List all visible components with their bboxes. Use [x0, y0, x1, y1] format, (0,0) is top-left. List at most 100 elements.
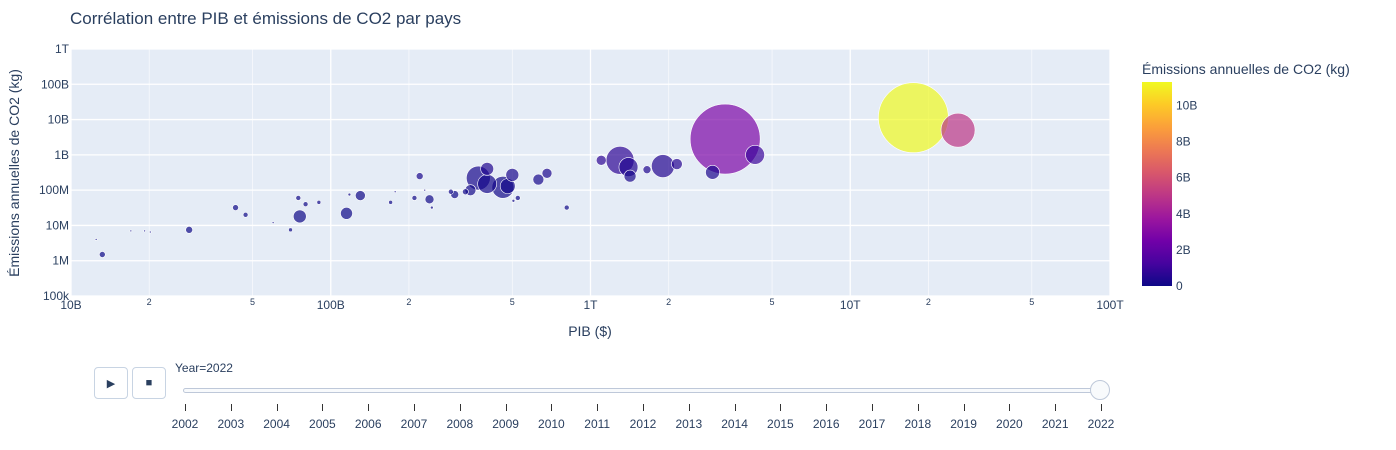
- data-point: [411, 195, 418, 201]
- year-step-2006[interactable]: 2006: [354, 417, 382, 431]
- data-point: [745, 145, 765, 165]
- x-tick-label: 100T: [1096, 298, 1124, 312]
- colorbar-tick-label: 8B: [1176, 135, 1191, 149]
- year-tick-mark: [459, 404, 461, 411]
- slider-current-value: Year=2022: [175, 361, 233, 375]
- data-point: [415, 172, 424, 180]
- x-tick-label: 2: [147, 297, 152, 307]
- x-axis-title: PIB ($): [568, 323, 612, 339]
- year-step-2013[interactable]: 2013: [675, 417, 703, 431]
- data-point: [480, 162, 494, 176]
- year-tick-mark: [872, 404, 873, 411]
- colorbar-gradient: [1142, 82, 1172, 286]
- data-point: [242, 212, 249, 218]
- year-step-2010[interactable]: 2010: [538, 417, 565, 431]
- data-point: [355, 190, 366, 201]
- x-tick-label: 2: [926, 297, 931, 307]
- y-tick-label: 1T: [55, 42, 70, 56]
- data-point: [532, 173, 545, 186]
- colorbar-tick-label: 10B: [1176, 98, 1197, 112]
- year-step-2009[interactable]: 2009: [492, 417, 519, 431]
- data-point: [388, 200, 393, 205]
- data-point: [347, 192, 352, 197]
- year-slider-track[interactable]: [183, 388, 1101, 393]
- colorbar-tick-label: 2B: [1176, 243, 1191, 257]
- x-tick-label: 100B: [317, 298, 345, 312]
- data-point: [642, 165, 652, 174]
- data-point: [292, 209, 307, 224]
- year-step-2003[interactable]: 2003: [217, 417, 245, 431]
- play-button[interactable]: ▶: [94, 367, 128, 399]
- year-step-2017[interactable]: 2017: [858, 417, 886, 431]
- year-tick-mark: [643, 404, 644, 411]
- x-tick-label: 5: [510, 297, 515, 307]
- data-point: [129, 229, 133, 233]
- data-point: [143, 229, 146, 233]
- data-point: [541, 168, 553, 179]
- stop-button[interactable]: ■: [132, 367, 166, 399]
- play-icon: ▶: [106, 377, 116, 390]
- y-tick-label: 10M: [46, 218, 69, 232]
- data-point: [302, 201, 309, 207]
- year-step-2022[interactable]: 2022: [1087, 417, 1115, 431]
- data-point: [940, 112, 976, 148]
- data-point: [671, 158, 683, 170]
- data-point: [623, 169, 637, 183]
- year-step-2019[interactable]: 2019: [950, 417, 977, 431]
- x-tick-label: 2: [406, 297, 411, 307]
- data-point: [149, 230, 152, 234]
- data-point: [185, 226, 193, 234]
- year-step-2021[interactable]: 2021: [1041, 417, 1069, 431]
- year-slider-handle[interactable]: [1090, 380, 1110, 400]
- year-tick-mark: [826, 404, 828, 411]
- x-tick-label: 2: [666, 297, 671, 307]
- data-point: [430, 205, 434, 210]
- x-tick-label: 5: [770, 297, 775, 307]
- year-tick-mark: [505, 404, 507, 411]
- year-tick-mark: [368, 404, 370, 411]
- year-tick-mark: [780, 404, 782, 411]
- year-step-2015[interactable]: 2015: [767, 417, 794, 431]
- stop-icon: ■: [145, 377, 153, 389]
- x-tick-label: 5: [1029, 297, 1034, 307]
- colorbar-title: Émissions annuelles de CO2 (kg): [1142, 61, 1350, 77]
- x-tick-label: 10T: [840, 298, 861, 312]
- year-step-2002[interactable]: 2002: [171, 417, 199, 431]
- colorbar-tick-label: 4B: [1176, 207, 1191, 221]
- data-point: [295, 195, 302, 201]
- year-tick-mark: [917, 404, 919, 411]
- data-point: [651, 154, 675, 178]
- year-tick-mark: [688, 404, 690, 411]
- data-point: [288, 227, 293, 233]
- data-point: [448, 188, 454, 195]
- year-tick-mark: [230, 404, 232, 411]
- year-step-2008[interactable]: 2008: [446, 417, 474, 431]
- year-step-2007[interactable]: 2007: [400, 417, 428, 431]
- year-tick-mark: [185, 404, 186, 411]
- x-tick-label: 1T: [583, 298, 598, 312]
- chart-title: Corrélation entre PIB et émissions de CO…: [70, 9, 462, 28]
- year-step-2011[interactable]: 2011: [584, 417, 611, 431]
- y-tick-label: 100B: [41, 77, 69, 91]
- year-step-2016[interactable]: 2016: [812, 417, 840, 431]
- year-tick-mark: [597, 404, 599, 411]
- data-point: [595, 155, 607, 166]
- year-step-2004[interactable]: 2004: [263, 417, 290, 431]
- year-step-2005[interactable]: 2005: [309, 417, 336, 431]
- y-tick-label: 1M: [52, 254, 69, 268]
- year-step-2014[interactable]: 2014: [721, 417, 748, 431]
- data-point: [477, 174, 497, 194]
- year-step-2018[interactable]: 2018: [904, 417, 932, 431]
- year-tick-mark: [414, 404, 415, 411]
- data-point: [340, 207, 353, 220]
- year-step-2020[interactable]: 2020: [996, 417, 1023, 431]
- data-point: [424, 194, 435, 205]
- data-point: [689, 103, 761, 175]
- year-step-2012[interactable]: 2012: [629, 417, 657, 431]
- colorbar-tick-label: 6B: [1176, 171, 1191, 185]
- data-point: [316, 200, 322, 205]
- x-tick-label: 5: [250, 297, 255, 307]
- data-point: [462, 188, 469, 196]
- y-tick-label: 10B: [48, 113, 69, 127]
